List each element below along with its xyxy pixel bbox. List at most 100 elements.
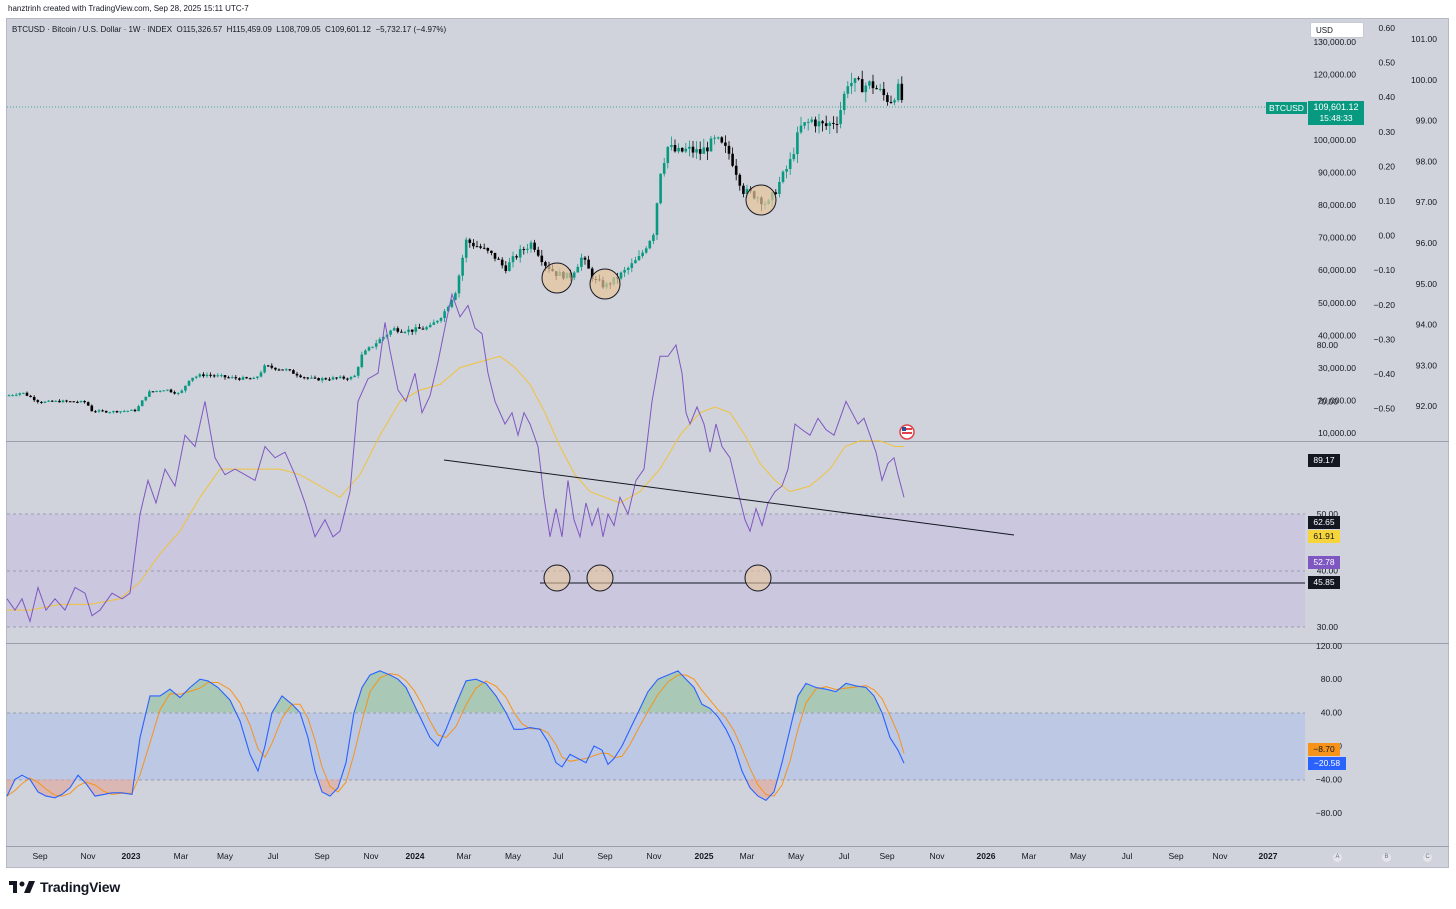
candle-body [122,411,126,413]
candle-body [846,86,850,94]
candle-body [781,171,785,182]
candle-body [515,256,518,258]
pane-separator-2[interactable] [6,643,1449,644]
candle-body [65,400,68,402]
candle-body [677,147,680,152]
candle-body [824,123,828,126]
currency-selector[interactable]: USD [1310,22,1364,38]
tradingview-logo-icon [9,881,35,893]
rsi-max-tag: 89.17 [1308,454,1340,467]
candle-body [544,262,547,266]
candle-body [392,328,396,331]
candle-body [626,267,630,270]
candle-body [875,88,878,90]
time-axis-label: Sep [597,851,612,861]
candle-body [529,242,533,249]
right-scale-label: 96.00 [1416,238,1438,248]
candle-body [263,365,266,373]
candle-body [436,320,439,323]
tradingview-logo[interactable]: TradingView [9,879,120,895]
candle-body [58,400,61,403]
candle-body [641,252,644,257]
candle-body [590,268,594,280]
candle-body [734,165,738,175]
candle-body [810,119,814,122]
candle-body [526,248,529,250]
time-axis-label: Nov [1212,851,1228,861]
candle-body [421,328,425,330]
time-axis-label: Nov [929,851,945,861]
time-axis-label: Jul [268,851,279,861]
right-scale-label: 98.00 [1416,156,1438,166]
left-scale-label: −0.50 [1373,404,1395,414]
left-scale-label: 0.10 [1378,196,1395,206]
candle-body [410,329,414,332]
candle-body [94,411,97,413]
right-scale-label: 95.00 [1416,279,1438,289]
candle-body [482,247,486,249]
pane-separator-1[interactable] [6,441,1449,442]
candle-body [464,239,468,258]
candle-body [648,240,652,249]
rsi-axis-label: 80.00 [1317,340,1339,350]
price-highlight-circle [589,268,621,300]
candle-body [659,173,662,204]
candle-body [140,400,144,407]
candle-body [148,391,151,397]
candle-body [328,379,331,381]
candle-body [50,400,54,402]
scale-button-a[interactable]: A [1333,853,1342,862]
time-axis-label: Nov [363,851,379,861]
rsi-ma-line [7,355,904,611]
candle-body [259,372,263,377]
candle-body [346,378,349,380]
candle-body [403,331,407,333]
candle-body [360,354,364,368]
candle-body [637,256,641,261]
candle-body [83,401,86,403]
rsi-upper-tag: 62.65 [1308,516,1340,529]
candle-body [684,148,688,152]
candle-body [486,248,490,251]
time-axis-label: 2024 [406,851,425,861]
candle-body [76,401,79,403]
candle-body [356,367,360,376]
candle-body [292,370,295,374]
axes-layer: 130,000.00120,000.00110,000.00100,000.00… [32,23,1437,861]
candle-body [126,410,130,412]
rsi-highlight-circle [744,564,772,592]
candle-body [832,122,835,124]
candle-body [896,83,900,101]
candle-body [540,255,544,263]
candle-body [151,391,155,393]
left-scale-label: 0.30 [1378,127,1395,137]
price-axis-label: 20,000.00 [1318,396,1356,406]
candle-body [256,376,259,378]
candle-body [331,377,335,380]
candle-body [799,125,803,133]
candle-body [511,256,515,263]
rsi-line [6,292,905,624]
rsi-axis-label: 30.00 [1317,622,1339,632]
us-event-icon [899,424,915,440]
candle-body [198,374,202,377]
candle-body [850,82,853,87]
scale-button-c[interactable]: C [1423,853,1432,862]
candle-body [310,377,313,379]
flag-canton [902,427,906,431]
candle-body [324,378,328,380]
candle-body [11,395,14,397]
candle-body [497,258,500,260]
stoch-axis-label: 80.00 [1321,674,1343,684]
candle-body [212,375,216,377]
symbol-legend[interactable]: BTCUSD · Bitcoin / U.S. Dollar · 1W · IN… [12,25,447,34]
candle-body [886,95,889,102]
candle-body [176,392,180,394]
candle-body [396,328,400,332]
candle-body [630,263,634,268]
candle-body [158,390,162,392]
candle-body [104,410,108,413]
scale-button-b[interactable]: B [1382,853,1391,862]
time-axis-label: Sep [32,851,47,861]
